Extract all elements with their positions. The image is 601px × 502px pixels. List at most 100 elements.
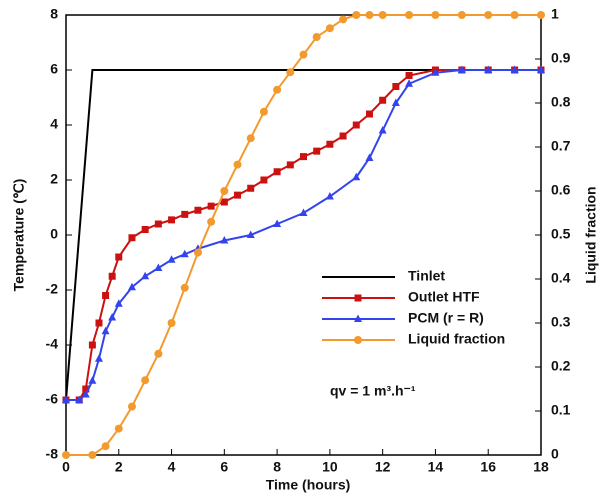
marker xyxy=(457,65,466,73)
marker xyxy=(220,198,228,206)
marker xyxy=(180,283,189,292)
marker xyxy=(537,11,545,19)
x-tick-label: 2 xyxy=(115,459,123,475)
marker xyxy=(365,11,374,19)
marker xyxy=(94,354,103,362)
marker xyxy=(392,83,400,90)
marker xyxy=(102,292,110,299)
y-tick-label: 6 xyxy=(50,61,58,77)
marker xyxy=(260,176,268,184)
legend-label: Outlet HTF xyxy=(408,289,480,305)
marker xyxy=(168,216,176,224)
annotation: qv = 1 m³.h⁻¹ xyxy=(330,383,416,399)
marker xyxy=(101,326,110,335)
y-tick-label: 8 xyxy=(50,6,58,22)
y2-tick-label: 0.9 xyxy=(551,50,571,66)
marker xyxy=(220,236,229,244)
y-axis-label: Temperature (℃) xyxy=(11,179,27,292)
marker xyxy=(207,202,215,210)
marker xyxy=(352,172,361,181)
marker xyxy=(326,140,334,148)
marker xyxy=(193,248,202,257)
marker xyxy=(405,72,413,79)
marker xyxy=(141,226,149,233)
marker xyxy=(233,160,242,169)
marker xyxy=(207,217,216,226)
x-tick-label: 8 xyxy=(273,459,281,475)
marker xyxy=(273,219,282,227)
x-tick-label: 0 xyxy=(62,459,70,475)
marker xyxy=(62,451,70,459)
marker xyxy=(95,319,103,327)
marker xyxy=(246,134,255,143)
series-line xyxy=(65,69,541,401)
y-tick-label: -6 xyxy=(46,391,59,407)
y2-tick-label: 0.3 xyxy=(551,314,571,330)
marker xyxy=(194,206,202,214)
marker xyxy=(365,153,374,161)
y2-tick-label: 0.2 xyxy=(551,358,571,374)
marker xyxy=(273,85,282,94)
marker xyxy=(431,68,440,76)
x-tick-label: 14 xyxy=(428,459,444,475)
y-tick-label: 2 xyxy=(50,171,58,187)
marker xyxy=(286,161,294,169)
marker xyxy=(127,402,136,411)
marker xyxy=(313,147,321,155)
marker xyxy=(405,11,414,19)
y2-tick-label: 0.5 xyxy=(551,226,571,242)
marker xyxy=(114,299,123,307)
marker xyxy=(273,168,281,176)
marker xyxy=(312,33,321,41)
marker xyxy=(115,253,123,261)
series-line xyxy=(66,69,541,401)
marker xyxy=(88,341,96,349)
marker xyxy=(510,65,519,73)
y-tick-label: -8 xyxy=(46,446,59,462)
marker xyxy=(352,121,360,129)
y2-axis-label: Liquid fraction xyxy=(583,186,599,283)
x-tick-label: 12 xyxy=(375,459,391,475)
marker xyxy=(379,96,387,104)
x-axis-label: Time (hours) xyxy=(266,477,351,493)
y-tick-label: 4 xyxy=(50,116,58,132)
marker xyxy=(484,11,493,19)
marker xyxy=(108,313,117,321)
marker xyxy=(141,271,150,280)
marker xyxy=(154,263,163,271)
series-line xyxy=(66,14,541,456)
marker xyxy=(286,68,295,77)
y2-tick-label: 0 xyxy=(551,446,559,462)
marker xyxy=(325,192,334,200)
marker xyxy=(299,50,308,59)
marker xyxy=(154,349,163,358)
marker xyxy=(405,79,414,87)
y-tick-label: -2 xyxy=(46,281,59,297)
plot-frame xyxy=(65,14,542,456)
y2-tick-label: 0.4 xyxy=(551,270,571,286)
marker xyxy=(128,234,136,242)
marker xyxy=(510,11,519,19)
marker xyxy=(234,191,242,199)
marker xyxy=(88,376,97,384)
marker xyxy=(300,153,307,161)
marker xyxy=(484,65,493,73)
marker xyxy=(247,184,255,192)
marker xyxy=(339,132,347,140)
y2-tick-label: 0.7 xyxy=(551,138,571,154)
marker xyxy=(167,255,176,263)
marker xyxy=(299,208,308,216)
y2-tick-label: 1 xyxy=(551,6,559,22)
marker xyxy=(141,376,150,385)
marker xyxy=(82,385,90,393)
marker xyxy=(181,210,189,218)
marker xyxy=(354,336,362,344)
marker xyxy=(180,249,189,258)
x-tick-label: 4 xyxy=(168,459,176,475)
marker xyxy=(431,11,440,19)
marker xyxy=(108,272,116,280)
x-tick-label: 16 xyxy=(480,459,496,475)
x-tick-label: 10 xyxy=(322,459,338,475)
marker xyxy=(62,395,70,403)
